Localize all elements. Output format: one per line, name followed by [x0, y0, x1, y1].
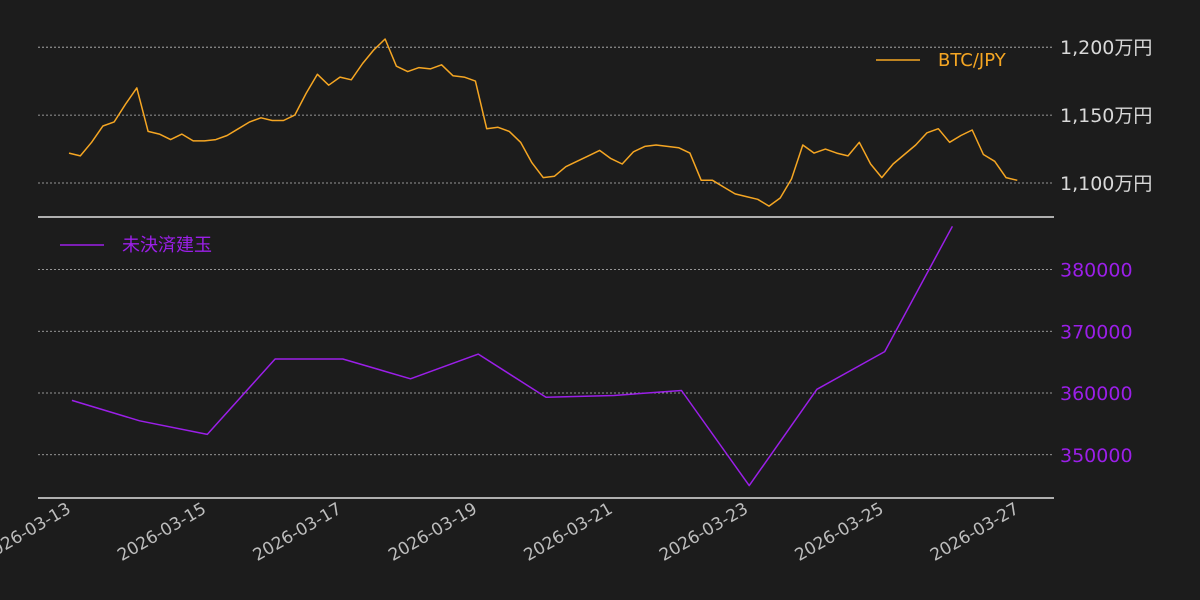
oi-y-tick-label: 360000 — [1060, 383, 1133, 405]
btc-legend: BTC/JPY — [876, 50, 1007, 71]
x-tick-label: 2026-03-21 — [521, 499, 617, 566]
date-axis-ticks: 2026-03-13 2026-03-15 2026-03-17 2026-03-19… — [0, 499, 1023, 566]
x-tick-label: 2026-03-13 — [0, 499, 74, 566]
price-y-tick-label: 1,100万円 — [1060, 173, 1152, 195]
x-tick-label: 2026-03-25 — [792, 499, 888, 566]
oi-y-tick-label: 350000 — [1060, 445, 1133, 467]
x-tick-label: 2026-03-19 — [385, 499, 481, 566]
open-interest-panel: 350000 360000 370000 380000 未決済建玉 — [38, 225, 1133, 487]
oi-y-tick-label: 370000 — [1060, 321, 1133, 343]
open-interest-line — [71, 225, 954, 487]
oi-gridlines — [38, 269, 1054, 456]
price-gridlines — [38, 46, 1054, 184]
x-tick-label: 2026-03-17 — [250, 499, 346, 566]
oi-legend: 未決済建玉 — [60, 235, 212, 256]
oi-legend-label: 未決済建玉 — [122, 235, 212, 256]
price-axis-ticks: 1,100万円 1,150万円 1,200万円 — [1060, 37, 1152, 195]
x-tick-label: 2026-03-27 — [927, 499, 1023, 566]
price-y-tick-label: 1,200万円 — [1060, 37, 1152, 59]
price-y-tick-label: 1,150万円 — [1060, 105, 1152, 127]
oi-axis-ticks: 350000 360000 370000 380000 — [1060, 259, 1133, 466]
x-tick-label: 2026-03-15 — [114, 499, 210, 566]
btc-jpy-line — [68, 38, 1018, 207]
x-tick-label: 2026-03-23 — [656, 499, 752, 566]
oi-y-tick-label: 380000 — [1060, 259, 1133, 281]
btc-legend-label: BTC/JPY — [938, 50, 1007, 71]
btc-price-panel: 1,100万円 1,150万円 1,200万円 BTC/JPY — [38, 37, 1152, 207]
